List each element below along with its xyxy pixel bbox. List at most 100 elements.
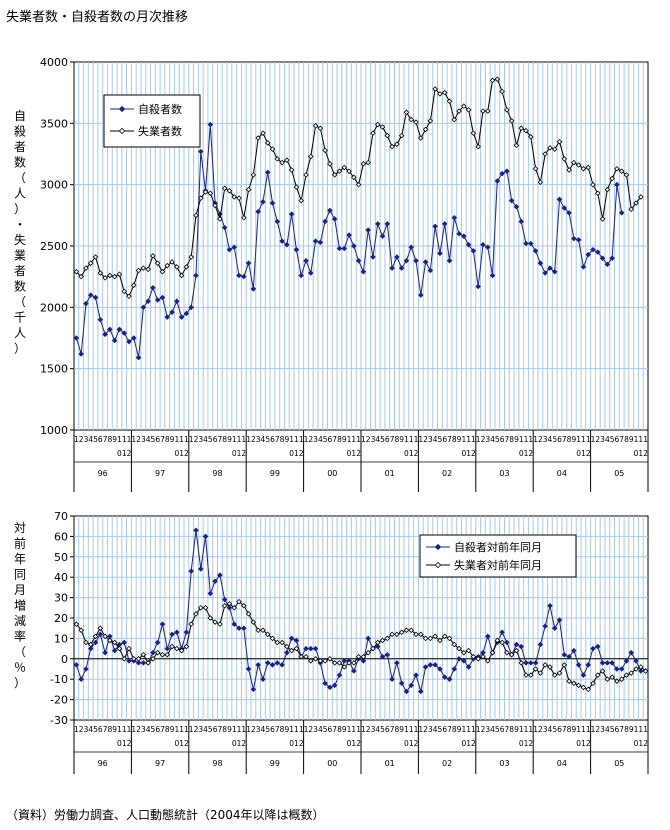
data-point [623,172,630,178]
x-month-label: 4 [375,725,380,734]
data-point [532,165,539,172]
data-point [547,265,553,271]
data-point [341,164,348,171]
x-month-label: 1 [418,435,423,444]
data-point [226,600,233,607]
x-month-label-2: 0 [347,449,352,458]
x-month-label: 4 [490,725,495,734]
x-month-label: 1 [533,435,538,444]
x-month-label-2: 1 [237,449,242,458]
x-month-label: 3 [84,435,89,444]
data-point [528,134,534,140]
x-month-label: 1 [356,725,361,734]
series-line-suicide [75,530,646,693]
data-point [422,126,429,133]
data-point [556,138,563,145]
data-point [188,621,194,627]
data-point [355,257,362,264]
data-point [633,200,639,206]
data-point [494,178,501,184]
data-point [389,265,395,271]
x-month-label-2: 2 [586,739,591,748]
year-label: 99 [270,759,280,768]
x-month-label: 6 [615,725,620,734]
data-point [374,639,381,646]
data-point [336,660,343,666]
data-point [116,645,123,652]
data-point [461,233,467,239]
data-point [379,653,386,660]
year-label: 98 [212,759,222,768]
data-point [284,643,290,650]
data-point [542,151,548,157]
x-month-label: 8 [337,435,342,444]
y-tick-label: 3000 [40,179,68,192]
x-month-label: 9 [284,435,289,444]
x-month-label: 8 [509,435,514,444]
data-point [518,218,525,225]
y-tick-label: -10 [50,673,68,686]
x-month-label: 2 [538,725,543,734]
data-point [394,660,400,666]
data-point [269,146,276,152]
x-month-label: 2 [538,435,543,444]
legend-marker [434,561,442,569]
data-point [159,294,166,301]
x-month-label: 1 [643,435,648,444]
data-point [523,660,529,666]
x-month-label: 9 [170,725,175,734]
data-point [508,651,515,658]
data-point [317,658,324,664]
x-month-label: 9 [227,435,232,444]
data-point [585,251,591,258]
x-month-label: 9 [571,435,576,444]
data-point [374,121,381,128]
data-point [456,230,462,237]
x-month-label-2: 1 [638,449,643,458]
x-month-label: 1 [184,725,189,734]
data-point [532,660,539,666]
x-month-label-2: 2 [471,739,476,748]
data-point [87,641,94,648]
x-month-label: 1 [404,725,409,734]
data-point [293,637,300,644]
x-month-label-2: 1 [466,449,471,458]
data-point [595,249,601,255]
data-point [284,649,290,656]
data-point [140,304,147,311]
x-month-label-2: 1 [294,739,299,748]
data-point [322,680,328,687]
data-point [331,682,338,689]
data-point [183,264,190,270]
x-month-label: 9 [457,725,462,734]
x-month-label: 2 [194,435,199,444]
data-point [599,255,606,262]
x-month-label: 8 [394,435,399,444]
data-point [590,246,596,253]
x-month-label: 1 [299,435,304,444]
data-point [145,298,151,304]
data-point [432,633,438,640]
x-month-label: 3 [256,435,261,444]
x-month-label: 1 [524,435,529,444]
data-point [121,288,127,295]
x-month-label: 1 [299,725,304,734]
x-month-label-2: 0 [289,449,294,458]
x-month-label: 8 [567,725,572,734]
data-point [207,121,214,128]
x-month-label: 4 [146,435,151,444]
data-point [403,257,410,264]
data-point [336,168,343,174]
x-month-label: 3 [600,435,605,444]
data-point [604,660,611,666]
data-point [327,684,333,691]
x-month-label-2: 0 [174,449,179,458]
x-month-label-2: 1 [351,739,356,748]
data-point [580,165,587,172]
data-point [327,656,333,662]
x-month-label: 5 [610,435,615,444]
data-point [556,617,563,623]
x-month-label: 3 [256,725,261,734]
data-point [317,239,324,246]
